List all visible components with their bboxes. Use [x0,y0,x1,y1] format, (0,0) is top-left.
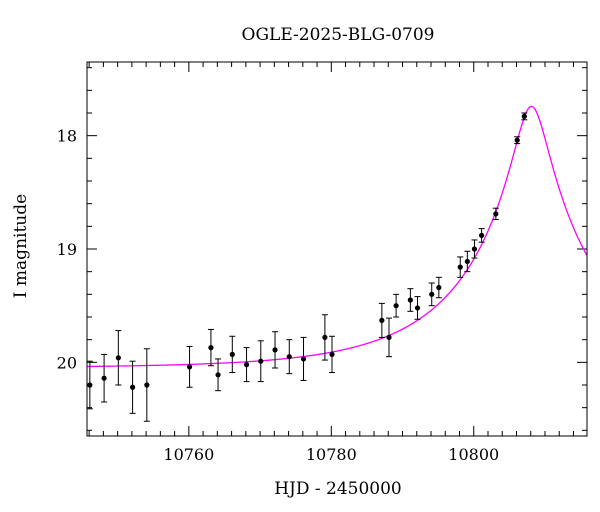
point-marker [272,347,278,353]
data-point [229,335,236,374]
point-marker [129,384,136,390]
point-marker [429,291,435,297]
data-point [86,360,93,410]
point-marker [414,305,421,311]
y-tick-label: 19 [57,240,77,259]
plot-frame [86,61,588,437]
point-marker [101,375,107,381]
data-point [414,296,421,320]
x-tick-label: 10760 [163,445,214,464]
point-marker [87,382,93,388]
data-point [471,239,478,259]
point-marker [514,137,520,143]
point-marker [521,113,527,119]
data-points-layer [86,112,528,422]
point-marker [436,284,442,291]
point-marker [208,345,214,351]
point-marker [186,364,193,370]
tick-labels: 10760 10780 10800 18 19 20 [57,127,500,464]
data-point [521,112,528,121]
point-marker [229,351,235,357]
data-point [286,339,293,375]
data-point [378,302,385,338]
point-marker [386,334,392,340]
x-axis-label: HJD - 2450000 [274,479,402,499]
data-point [243,347,250,383]
data-point [393,293,400,318]
y-tick-label: 20 [57,353,77,372]
data-point [492,207,499,221]
data-point [207,328,214,367]
data-point [435,276,442,299]
x-tick-label: 10800 [448,445,499,464]
point-marker [457,264,463,270]
model-curve-layer [86,105,588,368]
point-marker [215,372,221,378]
data-point [143,348,150,422]
point-marker [258,358,264,364]
model-curve [86,105,588,368]
data-point [101,353,108,403]
data-point [478,228,485,243]
data-point [300,336,307,381]
point-marker [464,258,470,265]
point-marker [407,297,413,303]
point-marker [379,317,385,323]
point-marker [300,356,307,362]
data-point [215,358,222,392]
data-point [457,256,464,278]
point-marker [115,355,121,361]
point-marker [329,351,335,357]
data-point [464,250,471,273]
point-marker [478,232,485,238]
data-point [514,136,521,145]
point-marker [322,334,328,340]
data-point [115,330,122,386]
y-tick-label: 18 [57,127,77,146]
data-point [407,288,414,312]
data-point [428,282,435,307]
axis-ticks [87,62,587,436]
data-point [272,331,279,369]
point-marker [144,382,150,388]
data-point [257,340,264,383]
data-point [321,314,328,361]
data-point [385,317,392,358]
point-marker [243,362,250,368]
point-marker [471,246,478,252]
x-tick-label: 10780 [306,445,357,464]
point-marker [393,303,399,309]
data-point [129,360,136,414]
chart-title: OGLE-2025-BLG-0709 [242,25,435,45]
point-marker [493,211,499,217]
y-axis-label: I magnitude [11,194,31,298]
data-point [186,345,193,388]
point-marker [286,354,292,360]
data-point [329,335,336,374]
